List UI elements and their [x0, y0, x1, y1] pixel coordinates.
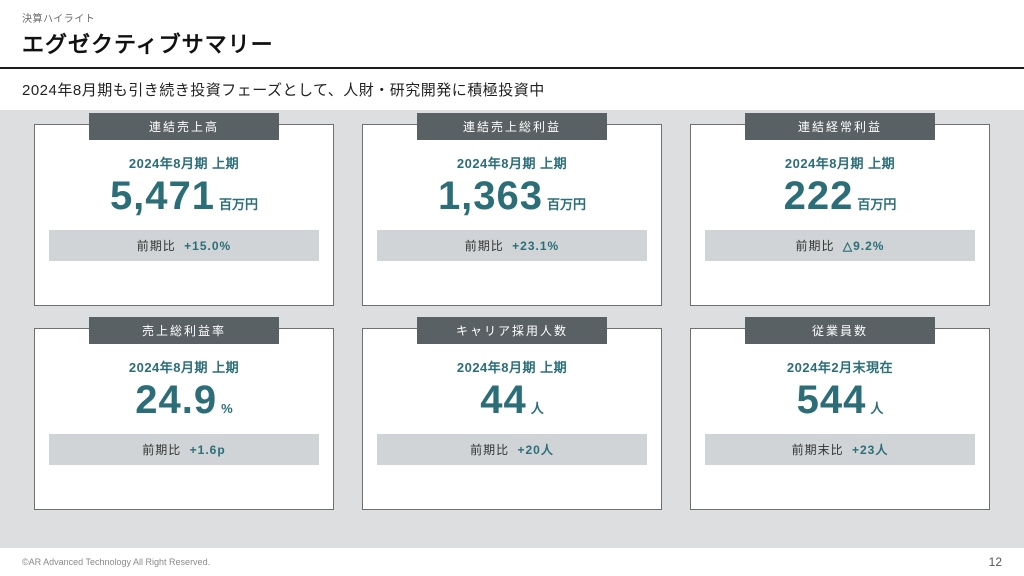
card-period: 2024年8月期 上期	[457, 357, 567, 376]
card-unit: 百万円	[857, 194, 896, 213]
card-tab: 連結経常利益	[745, 113, 935, 140]
card-gross-margin: 売上総利益率 2024年8月期 上期 24.9 % 前期比 +1.6p	[34, 328, 334, 510]
breadcrumb: 決算ハイライト	[22, 10, 1002, 25]
card-value-row: 24.9 %	[135, 380, 232, 420]
card-unit: 人	[531, 398, 544, 417]
card-value-row: 5,471 百万円	[110, 176, 258, 216]
compare-label: 前期比	[796, 239, 835, 253]
card-compare: 前期比 +20人	[377, 434, 647, 465]
compare-label: 前期比	[142, 443, 181, 457]
card-compare: 前期末比 +23人	[705, 434, 975, 465]
slide-page: 決算ハイライト エグゼクティブサマリー 2024年8月期も引き続き投資フェーズと…	[0, 0, 1024, 576]
compare-value: +15.0%	[184, 239, 231, 253]
card-value: 1,363	[438, 176, 543, 216]
slide-footer: ©AR Advanced Technology All Right Reserv…	[0, 548, 1024, 576]
compare-label: 前期比	[465, 239, 504, 253]
card-value-row: 44 人	[480, 380, 544, 420]
card-value-row: 1,363 百万円	[438, 176, 586, 216]
copyright: ©AR Advanced Technology All Right Reserv…	[22, 557, 210, 567]
card-value: 222	[784, 176, 854, 216]
card-value-row: 544 人	[797, 380, 884, 420]
compare-value: △9.2%	[843, 239, 885, 253]
card-tab: 連結売上高	[89, 113, 279, 140]
card-compare: 前期比 △9.2%	[705, 230, 975, 261]
card-gross-profit: 連結売上総利益 2024年8月期 上期 1,363 百万円 前期比 +23.1%	[362, 124, 662, 306]
card-unit: 百万円	[219, 194, 258, 213]
card-employees: 従業員数 2024年2月末現在 544 人 前期末比 +23人	[690, 328, 990, 510]
card-value: 544	[797, 380, 867, 420]
card-tab: 連結売上総利益	[417, 113, 607, 140]
card-value: 24.9	[135, 380, 217, 420]
card-compare: 前期比 +23.1%	[377, 230, 647, 261]
card-tab: キャリア採用人数	[417, 317, 607, 344]
card-compare: 前期比 +1.6p	[49, 434, 319, 465]
card-career-hires: キャリア採用人数 2024年8月期 上期 44 人 前期比 +20人	[362, 328, 662, 510]
compare-value: +23.1%	[512, 239, 559, 253]
card-unit: %	[221, 401, 233, 416]
compare-label: 前期比	[137, 239, 176, 253]
page-title: エグゼクティブサマリー	[22, 27, 1002, 59]
card-period: 2024年8月期 上期	[129, 153, 239, 172]
card-period: 2024年8月期 上期	[785, 153, 895, 172]
card-period: 2024年8月期 上期	[129, 357, 239, 376]
card-value-row: 222 百万円	[784, 176, 897, 216]
card-period: 2024年8月期 上期	[457, 153, 567, 172]
subtitle: 2024年8月期も引き続き投資フェーズとして、人財・研究開発に積極投資中	[0, 69, 1024, 110]
compare-label: 前期末比	[792, 443, 844, 457]
page-number: 12	[989, 555, 1002, 569]
compare-label: 前期比	[470, 443, 509, 457]
card-ordinary-profit: 連結経常利益 2024年8月期 上期 222 百万円 前期比 △9.2%	[690, 124, 990, 306]
card-compare: 前期比 +15.0%	[49, 230, 319, 261]
compare-value: +20人	[518, 443, 554, 457]
card-tab: 従業員数	[745, 317, 935, 344]
card-value: 44	[480, 380, 527, 420]
compare-value: +23人	[852, 443, 888, 457]
metrics-grid: 連結売上高 2024年8月期 上期 5,471 百万円 前期比 +15.0% 連…	[0, 110, 1024, 510]
compare-value: +1.6p	[190, 443, 226, 457]
card-value: 5,471	[110, 176, 215, 216]
card-tab: 売上総利益率	[89, 317, 279, 344]
card-unit: 人	[870, 398, 883, 417]
card-unit: 百万円	[547, 194, 586, 213]
card-period: 2024年2月末現在	[787, 357, 893, 376]
slide-header: 決算ハイライト エグゼクティブサマリー	[0, 0, 1024, 69]
card-revenue: 連結売上高 2024年8月期 上期 5,471 百万円 前期比 +15.0%	[34, 124, 334, 306]
